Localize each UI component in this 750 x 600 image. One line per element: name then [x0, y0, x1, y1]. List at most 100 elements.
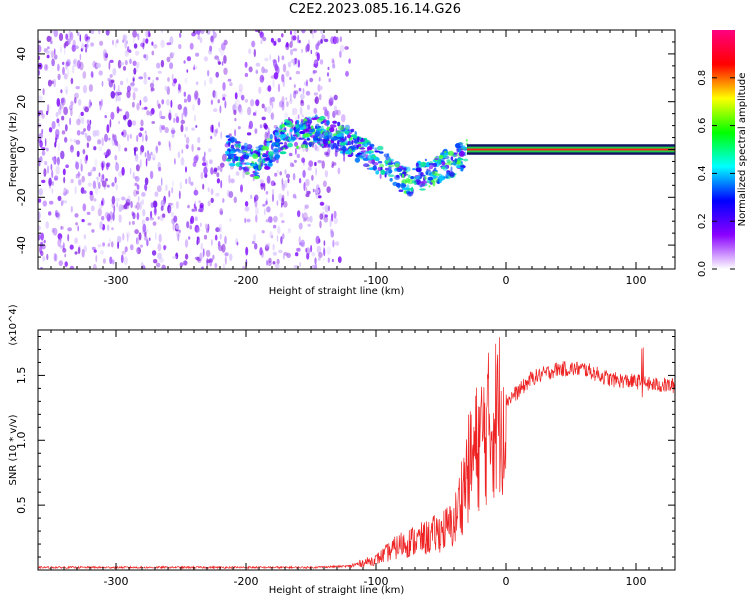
noise-blob	[276, 258, 280, 265]
noise-blob	[72, 39, 76, 48]
noise-blob	[303, 182, 306, 191]
noise-blob	[171, 132, 175, 139]
noise-blob	[194, 216, 198, 222]
noise-blob	[44, 160, 48, 166]
spectrogram-marks	[38, 30, 675, 269]
noise-blob	[307, 166, 312, 171]
noise-blob	[294, 30, 297, 35]
x-tick-label: -200	[234, 575, 259, 588]
noise-blob	[97, 181, 101, 190]
noise-blob	[184, 134, 187, 138]
noise-blob	[320, 85, 323, 91]
noise-blob	[301, 48, 304, 54]
signal-blob	[374, 157, 380, 162]
noise-blob	[129, 167, 132, 175]
noise-blob	[339, 44, 345, 53]
noise-blob	[101, 137, 104, 147]
noise-blob	[339, 36, 342, 43]
noise-blob	[51, 227, 55, 233]
noise-blob	[152, 157, 155, 161]
noise-blob	[165, 184, 168, 192]
noise-blob	[111, 182, 115, 187]
noise-blob	[264, 106, 267, 113]
noise-blob	[88, 99, 92, 109]
noise-blob	[262, 203, 266, 207]
noise-blob	[183, 109, 188, 117]
signal-blob	[239, 162, 247, 165]
noise-blob	[136, 201, 140, 211]
noise-blob	[183, 260, 188, 266]
noise-blob	[283, 252, 285, 260]
noise-blob	[75, 86, 80, 90]
noise-blob	[150, 202, 154, 209]
carrier-band-core	[467, 148, 675, 151]
noise-blob	[201, 252, 204, 259]
y-tick-label: 0	[15, 146, 28, 153]
noise-blob	[228, 191, 234, 198]
noise-blob	[42, 200, 47, 207]
noise-blob	[70, 206, 73, 213]
signal-blob	[385, 161, 389, 165]
signal-blob	[345, 127, 349, 130]
noise-blob	[148, 237, 151, 241]
noise-blob	[300, 101, 305, 107]
noise-blob	[86, 41, 89, 50]
noise-blob	[51, 156, 55, 161]
noise-blob	[247, 106, 252, 116]
noise-blob	[303, 207, 307, 211]
signal-blob	[336, 134, 342, 138]
signal-blob	[318, 139, 325, 143]
noise-blob	[175, 224, 180, 230]
noise-blob	[169, 142, 172, 152]
noise-blob	[234, 92, 238, 100]
noise-blob	[217, 245, 221, 250]
noise-blob	[160, 199, 166, 208]
signal-blob	[241, 145, 245, 150]
noise-blob	[278, 249, 283, 254]
noise-blob	[135, 164, 140, 172]
noise-blob	[151, 50, 155, 56]
noise-blob	[180, 124, 184, 133]
noise-blob	[320, 30, 324, 35]
noise-blob	[48, 211, 52, 216]
noise-blob	[319, 201, 325, 206]
signal-blob	[424, 175, 427, 180]
noise-blob	[285, 97, 288, 101]
noise-blob	[261, 230, 265, 234]
noise-blob	[193, 64, 196, 70]
noise-blob	[237, 126, 241, 130]
noise-blob	[136, 190, 140, 195]
noise-blob	[170, 211, 174, 218]
noise-blob	[197, 97, 201, 106]
noise-blob	[94, 186, 99, 195]
signal-blob	[235, 156, 239, 162]
signal-blob	[275, 142, 279, 146]
noise-blob	[206, 228, 209, 233]
noise-blob	[286, 252, 291, 258]
noise-blob	[82, 148, 86, 155]
signal-blob	[235, 148, 241, 152]
noise-blob	[281, 74, 285, 83]
noise-blob	[156, 262, 161, 268]
noise-blob	[313, 92, 318, 96]
noise-blob	[116, 201, 118, 208]
signal-blob	[264, 163, 268, 166]
noise-blob	[144, 152, 147, 158]
signal-blob	[319, 142, 322, 147]
snr-line	[38, 337, 675, 570]
noise-blob	[177, 233, 180, 242]
signal-blob	[245, 171, 251, 175]
noise-blob	[140, 244, 143, 248]
noise-blob	[167, 77, 170, 82]
noise-blob	[286, 42, 289, 48]
noise-blob	[266, 105, 272, 114]
noise-blob	[202, 248, 205, 258]
signal-blob	[396, 168, 403, 172]
signal-blob	[300, 144, 307, 149]
noise-blob	[254, 207, 259, 215]
noise-blob	[279, 171, 283, 176]
signal-blob	[357, 155, 364, 158]
noise-blob	[90, 71, 94, 78]
noise-blob	[77, 173, 82, 177]
noise-blob	[67, 227, 72, 232]
